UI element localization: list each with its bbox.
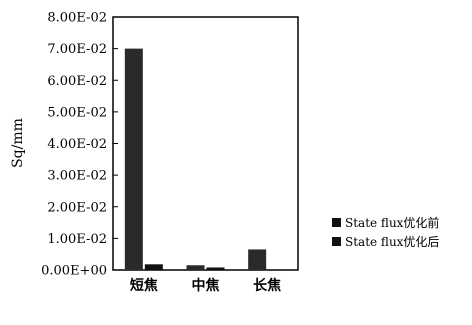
y-tick-label: 3.00E-02	[47, 169, 107, 184]
x-tick-label: 中焦	[192, 277, 220, 294]
bar-0-0	[124, 48, 143, 270]
bars	[124, 48, 267, 270]
legend-label-1: State flux优化后	[345, 235, 439, 249]
plot-area	[112, 16, 299, 271]
bar-1-1	[206, 267, 225, 270]
y-tick-label: 6.00E-02	[47, 74, 107, 89]
y-tick-label: 8.00E-02	[47, 11, 107, 26]
bar-0-1	[186, 265, 205, 270]
legend: State flux优化前 State flux优化后	[332, 215, 439, 249]
x-axis: 短焦 中焦 长焦	[130, 277, 281, 294]
legend-swatch-0	[332, 218, 341, 227]
x-tick-label: 短焦	[130, 277, 158, 294]
y-axis: 0.00E+00 1.00E-02 2.00E-02 3.00E-02 4.00E-02…	[41, 11, 118, 279]
y-tick-label: 4.00E-02	[47, 137, 107, 152]
y-tick-label: 0.00E+00	[41, 264, 107, 279]
x-tick-label: 长焦	[253, 277, 281, 294]
y-tick-label: 7.00E-02	[47, 42, 107, 57]
legend-label-0: State flux优化前	[345, 215, 439, 230]
y-tick-label: 1.00E-02	[47, 232, 107, 247]
bar-1-0	[144, 264, 163, 270]
y-tick-label: 5.00E-02	[47, 105, 107, 120]
y-axis-label: Sq/mm	[10, 118, 26, 168]
bar-0-2	[248, 249, 267, 270]
legend-swatch-1	[332, 237, 341, 246]
y-tick-label: 2.00E-02	[47, 200, 107, 215]
